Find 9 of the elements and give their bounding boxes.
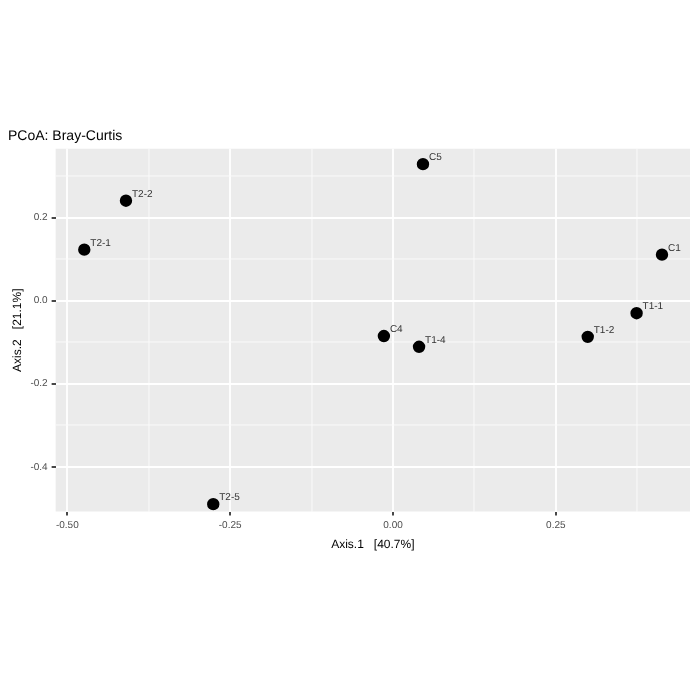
point: [412, 340, 426, 353]
point: [207, 497, 220, 511]
point: [78, 243, 91, 256]
point: [119, 194, 133, 207]
point: [581, 330, 594, 344]
point: [377, 329, 391, 343]
point: [655, 248, 669, 261]
point: [630, 306, 643, 320]
point: [416, 157, 430, 171]
